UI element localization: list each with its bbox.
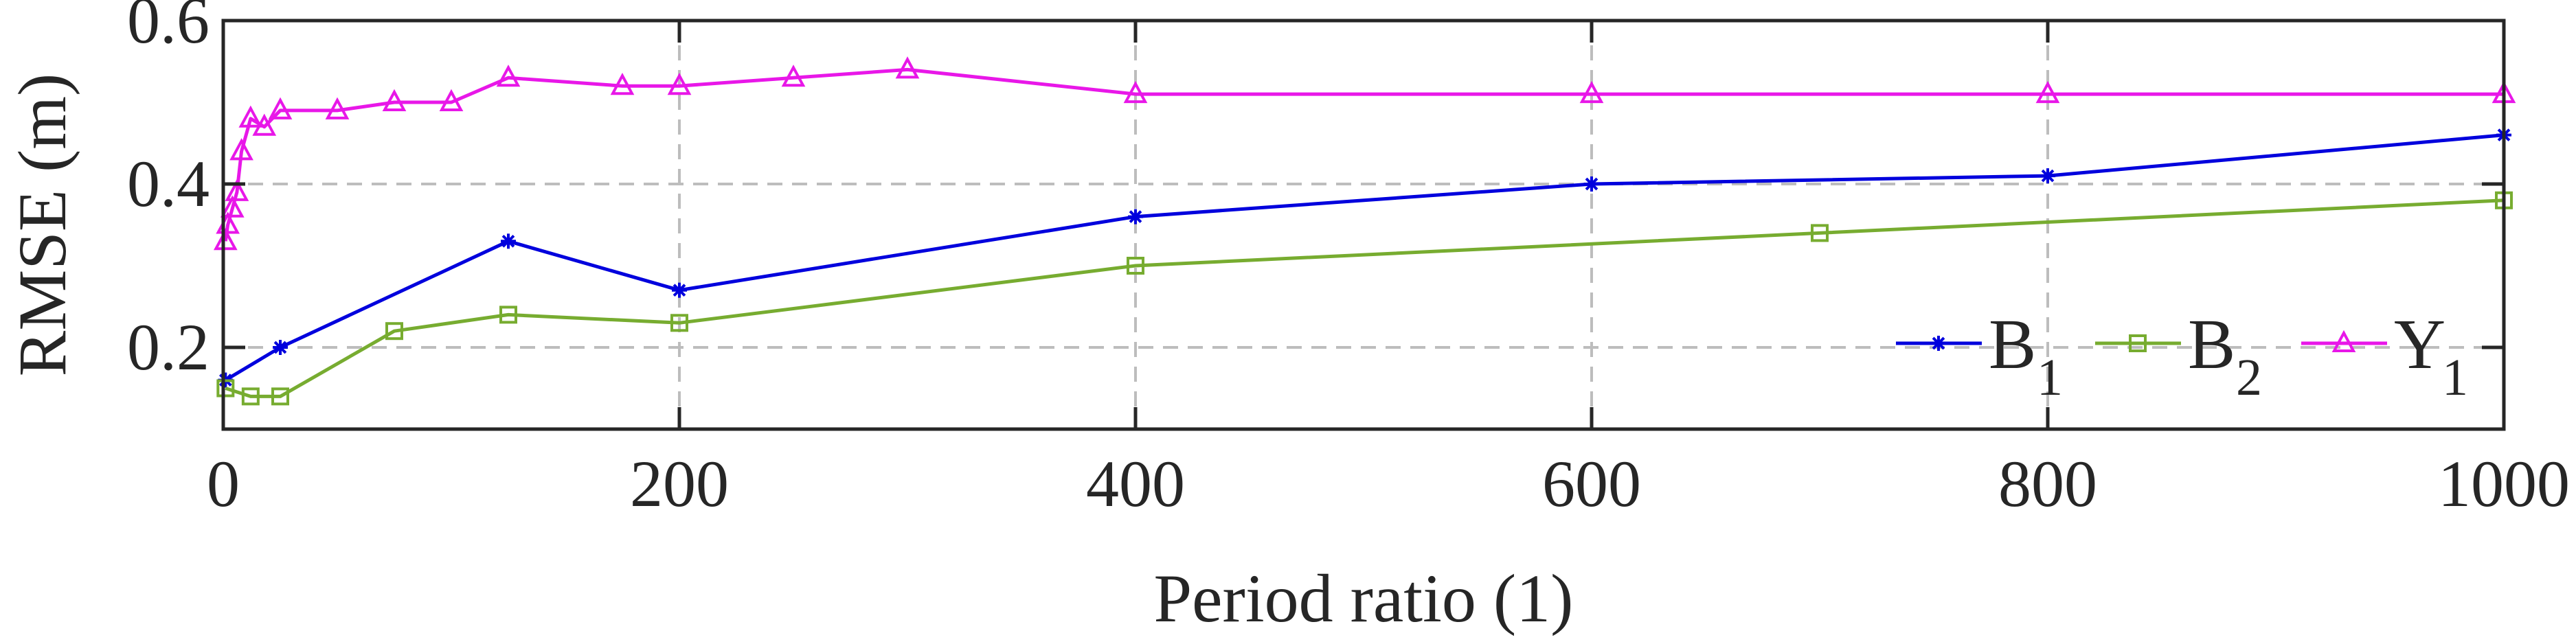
data-point-Y1	[439, 89, 464, 111]
series-line-B2	[225, 198, 2505, 398]
legend-item-Y1: Y1	[2301, 305, 2468, 406]
series-line-B1	[225, 133, 2505, 382]
data-point-Y1	[382, 89, 407, 111]
data-point-B2	[1127, 257, 1144, 275]
legend: B 1 B 2 Y1	[1896, 305, 2468, 406]
series-B2	[216, 191, 2513, 406]
data-point-B2	[271, 387, 289, 406]
legend-label: B	[2188, 305, 2235, 384]
legend-label-subscript: 1	[2037, 349, 2063, 406]
legend-label-subscript: 1	[2442, 349, 2468, 406]
legend-marker	[2129, 334, 2147, 352]
data-point-B2	[216, 379, 235, 398]
x-tick-label: 400	[1086, 447, 1185, 520]
asterisk-stroke	[501, 234, 515, 248]
data-point-B2	[1811, 224, 1829, 242]
x-tick-label: 1000	[2438, 447, 2570, 520]
data-point-B2	[670, 314, 688, 332]
data-point-Y1	[213, 228, 238, 251]
data-point-B2	[385, 322, 403, 341]
data-point-B2	[241, 387, 260, 406]
asterisk-stroke	[1585, 177, 1598, 191]
x-tick-label: 200	[630, 447, 729, 520]
asterisk-stroke	[1129, 210, 1142, 223]
data-point-Y1	[325, 97, 350, 119]
data-point-Y1	[667, 72, 692, 95]
data-point-B1	[1128, 209, 1143, 225]
series-Y1	[213, 56, 2516, 251]
legend-label: B	[1989, 305, 2036, 384]
y-tick-label: 0.4	[127, 147, 210, 220]
y-tick-label: 0.2	[127, 310, 210, 384]
x-tick-label: 0	[207, 447, 240, 520]
plot-frame	[221, 19, 2506, 431]
data-point-Y1	[1123, 80, 1148, 104]
data-point-B1	[2040, 168, 2055, 184]
x-tick-label: 600	[1542, 447, 1641, 520]
data-point-Y1	[2035, 80, 2060, 104]
data-point-B1	[1584, 176, 1599, 192]
y-tick-label: 0.6	[127, 0, 210, 57]
data-point-Y1	[225, 179, 249, 201]
data-point-Y1	[220, 195, 245, 218]
data-point-Y1	[895, 56, 920, 79]
data-point-B1	[501, 233, 516, 249]
legend-label: Y	[2394, 305, 2445, 384]
data-point-B1	[672, 282, 687, 298]
data-point-Y1	[496, 65, 521, 87]
asterisk-stroke	[673, 284, 686, 297]
legend-marker	[1931, 336, 1946, 351]
axis-ticks: 0 200 400 600 800 1000 0.2 0.4 0.6	[127, 0, 2570, 520]
asterisk-stroke	[1932, 336, 1945, 350]
data-point-Y1	[238, 105, 263, 128]
data-point-Y1	[781, 65, 806, 87]
y-axis-title: RMSE (m)	[4, 73, 80, 377]
data-point-Y1	[229, 138, 253, 161]
x-axis-title: Period ratio (1)	[1154, 560, 1574, 636]
data-point-B1	[273, 340, 288, 355]
data-point-Y1	[252, 113, 277, 136]
data-point-Y1	[610, 72, 635, 95]
asterisk-stroke	[273, 341, 287, 354]
data-point-Y1	[268, 97, 293, 119]
legend-label-subscript: 2	[2236, 349, 2262, 406]
legend-marker	[2331, 330, 2356, 352]
data-point-B2	[499, 306, 517, 324]
grid-lines	[223, 21, 2504, 429]
x-tick-label: 800	[1998, 447, 2097, 520]
data-point-Y1	[1579, 80, 1604, 104]
series-layer	[213, 56, 2516, 406]
asterisk-stroke	[2041, 169, 2055, 183]
